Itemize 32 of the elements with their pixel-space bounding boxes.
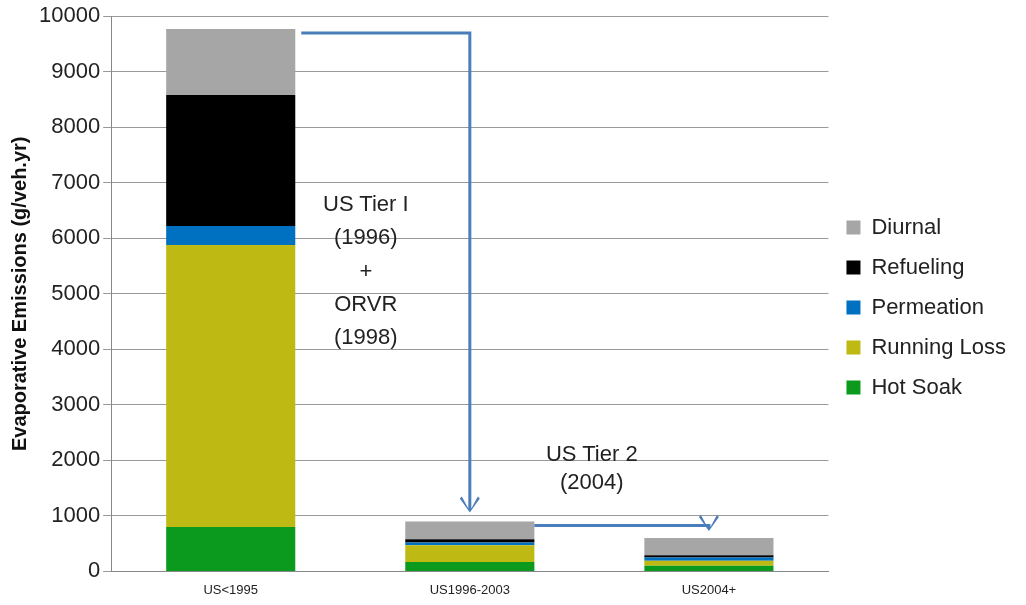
y-tick-label: 5000: [51, 279, 101, 305]
y-tick-label: 2000: [51, 446, 101, 472]
legend-label: Diurnal: [871, 213, 942, 239]
y-tick-label: 4000: [51, 335, 101, 361]
bar: [644, 560, 774, 566]
legend-label: Hot Soak: [871, 373, 963, 399]
bar: [166, 226, 296, 245]
y-tick-label: 3000: [51, 390, 101, 416]
y-tick-label: 10000: [38, 2, 101, 28]
y-axis-title: Evaporative Emissions (g/veh.yr): [7, 136, 30, 452]
x-tick-label: US1996-2003: [429, 581, 510, 597]
annotation: US Tier I (1996) + ORVR (1998): [323, 191, 409, 350]
x-tick-label: US<1995: [203, 581, 259, 597]
bar: [405, 561, 535, 571]
bar: [644, 538, 774, 556]
annotation: US Tier 2 (2004): [545, 440, 638, 494]
legend-label: Refueling: [871, 253, 965, 279]
legend-label: Permeation: [871, 293, 984, 319]
bar: [166, 244, 296, 527]
y-tick-label: 1000: [51, 501, 101, 527]
x-tick-label: US2004+: [681, 581, 737, 597]
bar: [166, 95, 296, 227]
y-tick-label: 7000: [51, 168, 101, 194]
bar: [166, 526, 296, 571]
y-tick-label: 8000: [51, 113, 101, 139]
y-tick-label: 0: [87, 557, 101, 583]
bar: [166, 28, 296, 96]
bar: [405, 545, 535, 562]
y-tick-label: 9000: [51, 57, 101, 83]
y-tick-label: 6000: [51, 224, 101, 250]
legend-label: Running Loss: [871, 333, 1007, 359]
bar: [644, 565, 774, 571]
